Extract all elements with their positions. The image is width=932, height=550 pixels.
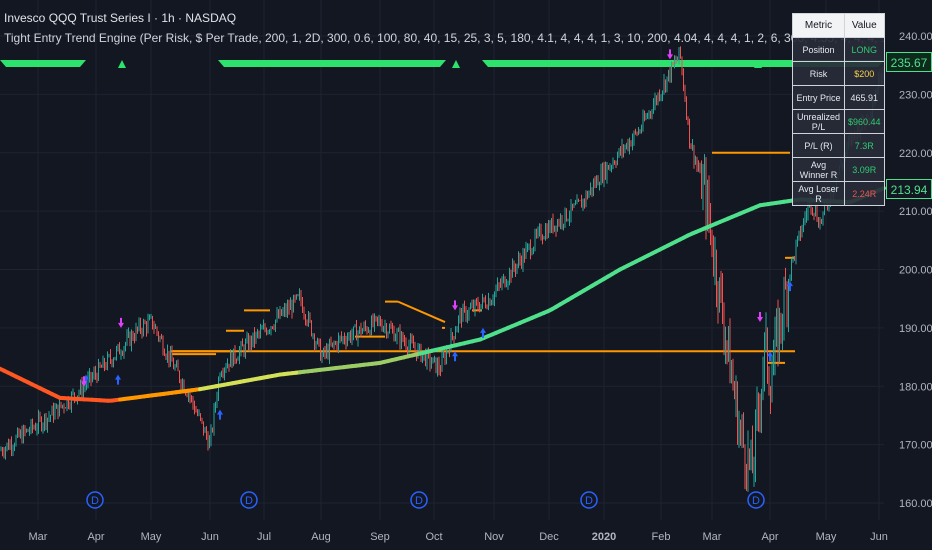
- metrics-table: Metric Value Position LONG Risk $200 Entry…: [792, 13, 885, 206]
- metric-label: Unrealized P/L: [792, 109, 845, 134]
- dividend-label: D: [245, 495, 253, 507]
- time-tick-label: Oct: [425, 531, 442, 543]
- metrics-row-unrealized-pl: Unrealized P/L $960.44: [792, 109, 885, 134]
- exit-arrow: [452, 300, 458, 311]
- dividend-marker[interactable]: D: [410, 491, 428, 509]
- stop-level-line: [397, 300, 446, 323]
- price-tick-label: 180.00: [899, 381, 932, 393]
- metric-label: Entry Price: [792, 85, 845, 110]
- price-tick-label: 170.00: [899, 440, 932, 452]
- metrics-row-avg-loser: Avg Loser R 2.24R: [792, 181, 885, 206]
- indicator-title[interactable]: Tight Entry Trend Engine (Per Risk, $ Pe…: [4, 31, 884, 45]
- metric-value: $960.44: [844, 109, 885, 134]
- time-tick-label: Jun: [870, 531, 888, 543]
- trade-signals: [81, 49, 793, 420]
- metric-header: Metric: [792, 13, 845, 38]
- exit-arrow: [667, 49, 673, 60]
- metric-label: Position: [792, 37, 845, 62]
- trend-band-segment: [0, 60, 86, 67]
- trend-triangle: [452, 60, 460, 68]
- price-tick-label: 160.00: [899, 498, 932, 510]
- metric-value: $200: [844, 61, 885, 86]
- metrics-row-avg-winner: Avg Winner R 3.09R: [792, 157, 885, 182]
- long-entry-arrow: [115, 374, 121, 385]
- metric-label: Avg Winner R: [792, 157, 845, 182]
- time-tick-label: May: [141, 531, 162, 543]
- exit-arrow: [81, 376, 87, 387]
- dividend-label: D: [415, 495, 423, 507]
- time-tick-label: Jul: [257, 531, 271, 543]
- price-tick-label: 230.00: [899, 89, 932, 101]
- time-tick-label: Aug: [311, 531, 331, 543]
- trend-band-segment: [218, 60, 446, 67]
- metrics-row-pl-r: P/L (R) 7.3R: [792, 133, 885, 158]
- dividend-label: D: [752, 495, 760, 507]
- metrics-row-risk: Risk $200: [792, 61, 885, 86]
- dividend-label: D: [91, 495, 99, 507]
- exit-arrow: [118, 317, 124, 328]
- symbol-title: Invesco QQQ Trust Series I · 1h · NASDAQ: [4, 11, 237, 25]
- price-tick-label: 200.00: [899, 265, 932, 277]
- dividend-label: D: [585, 495, 593, 507]
- trend-band-segment: [482, 60, 884, 67]
- metric-value: 2.24R: [844, 181, 885, 206]
- price-tick-label: 210.00: [899, 206, 932, 218]
- long-entry-arrow: [217, 409, 223, 420]
- time-tick-label: Dec: [539, 531, 559, 543]
- dividend-marker[interactable]: D: [86, 491, 104, 509]
- time-tick-label: 2020: [592, 531, 616, 543]
- time-tick-label: Nov: [484, 531, 504, 543]
- time-tick-label: Jun: [201, 531, 219, 543]
- dividend-marker[interactable]: D: [240, 491, 258, 509]
- last-price-badge: 235.67: [886, 52, 932, 72]
- time-axis[interactable]: Mar Apr May Jun Jul Aug Sep Oct Nov Dec 2020 Feb Mar…: [29, 531, 888, 543]
- metric-label: Avg Loser R: [792, 181, 845, 206]
- time-tick-label: Feb: [652, 531, 671, 543]
- dividend-marker[interactable]: D: [580, 491, 598, 509]
- time-tick-label: Apr: [87, 531, 104, 543]
- price-tick-label: 220.00: [899, 148, 932, 160]
- metrics-row-position: Position LONG: [792, 37, 885, 62]
- dividend-circle: [580, 491, 598, 509]
- metrics-row-entry-price: Entry Price 465.91: [792, 85, 885, 110]
- trend-triangle: [118, 60, 126, 68]
- long-entry-arrow: [787, 281, 793, 292]
- dividend-circle: [240, 491, 258, 509]
- metric-value: LONG: [844, 37, 885, 62]
- time-tick-label: Apr: [761, 531, 778, 543]
- dividend-circle: [747, 491, 765, 509]
- moving-average-badge: 213.94: [886, 179, 932, 199]
- trend-band: [0, 60, 884, 68]
- dividend-marker[interactable]: D: [747, 491, 765, 509]
- metric-label: P/L (R): [792, 133, 845, 158]
- metric-value: 7.3R: [844, 133, 885, 158]
- dividend-circle: [86, 491, 104, 509]
- price-tick-label: 240.00: [899, 31, 932, 43]
- metric-value: 3.09R: [844, 157, 885, 182]
- long-entry-arrow: [767, 351, 773, 362]
- long-entry-arrow: [480, 327, 486, 338]
- dividend-circle: [410, 491, 428, 509]
- time-tick-label: Mar: [703, 531, 722, 543]
- time-tick-label: Mar: [29, 531, 48, 543]
- grid-lines: [0, 0, 884, 520]
- metrics-table-header: Metric Value: [792, 13, 885, 38]
- moving-average: [0, 186, 886, 403]
- trend-triangle: [754, 60, 762, 68]
- metric-value: 465.91: [844, 85, 885, 110]
- long-entry-arrow: [452, 351, 458, 362]
- time-tick-label: May: [816, 531, 837, 543]
- price-axis[interactable]: 240.00 230.00 220.00 210.00 200.00 190.00 180.…: [899, 31, 932, 510]
- metric-label: Risk: [792, 61, 845, 86]
- price-tick-label: 190.00: [899, 323, 932, 335]
- exit-arrow: [757, 312, 763, 323]
- time-tick-label: Sep: [370, 531, 390, 543]
- value-header: Value: [844, 13, 885, 38]
